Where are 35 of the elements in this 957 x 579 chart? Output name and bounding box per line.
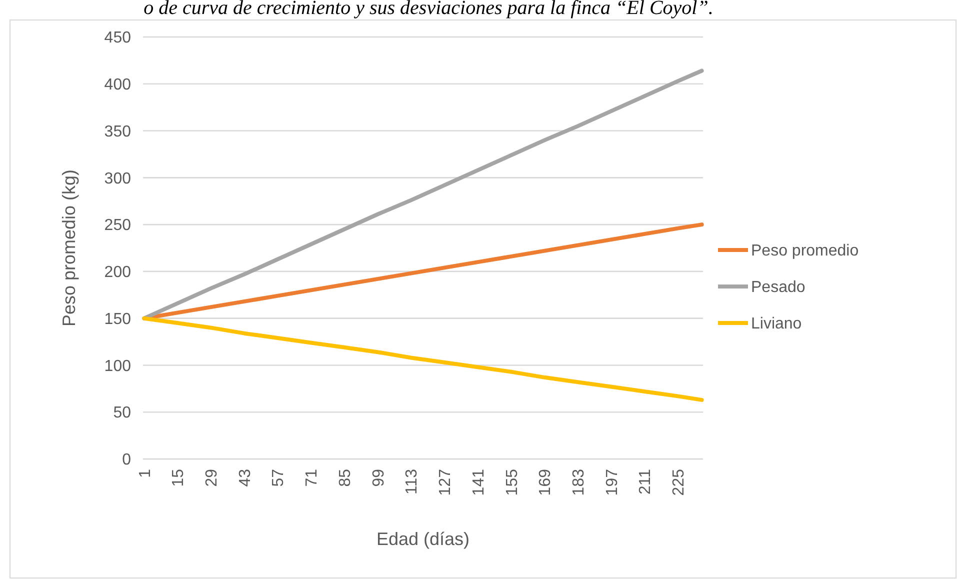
x-tick-label: 15 bbox=[170, 468, 188, 487]
chart-title: o de curva de crecimiento y sus desviaciones para la finca “El Coyol”. bbox=[144, 0, 714, 19]
x-tick-label: 71 bbox=[304, 468, 321, 487]
x-tick-label: 169 bbox=[537, 468, 554, 496]
line-series bbox=[142, 316, 704, 402]
y-tick-label: 350 bbox=[104, 123, 132, 140]
x-tick-label: 155 bbox=[504, 468, 521, 496]
y-tick-label: 250 bbox=[104, 217, 132, 234]
x-tick-label: 99 bbox=[370, 468, 388, 487]
y-tick-label: 100 bbox=[104, 358, 132, 375]
x-tick-label: 113 bbox=[404, 468, 421, 495]
x-tick-label: 225 bbox=[670, 468, 688, 496]
y-tick-label: 450 bbox=[104, 30, 132, 47]
x-tick-label: 197 bbox=[604, 468, 621, 496]
x-tick-label: 57 bbox=[270, 468, 288, 487]
y-tick-label: 150 bbox=[104, 310, 132, 328]
x-tick-label: 211 bbox=[637, 468, 654, 495]
y-tick-label: 50 bbox=[113, 404, 132, 422]
y-tick-label: 400 bbox=[104, 76, 132, 94]
x-tick-label: 1 bbox=[136, 468, 154, 478]
y-tick-label: 200 bbox=[104, 264, 132, 282]
x-tick-label: 43 bbox=[236, 468, 254, 487]
x-tick-label: 141 bbox=[470, 468, 488, 496]
legend-label: Pesado bbox=[751, 279, 806, 296]
x-axis-title: Edad (días) bbox=[376, 529, 470, 549]
legend-label: Liviano bbox=[751, 316, 802, 333]
x-tick-label: 183 bbox=[570, 468, 588, 496]
y-tick-label: 300 bbox=[104, 170, 132, 188]
line-series bbox=[142, 68, 704, 320]
legend-label: Peso promedio bbox=[751, 242, 859, 260]
y-tick-label: 0 bbox=[122, 452, 132, 469]
y-axis-title: Peso promedio (kg) bbox=[59, 169, 79, 327]
x-tick-label: 29 bbox=[204, 468, 221, 487]
x-tick-label: 127 bbox=[437, 468, 454, 496]
x-tick-label: 85 bbox=[336, 468, 354, 487]
